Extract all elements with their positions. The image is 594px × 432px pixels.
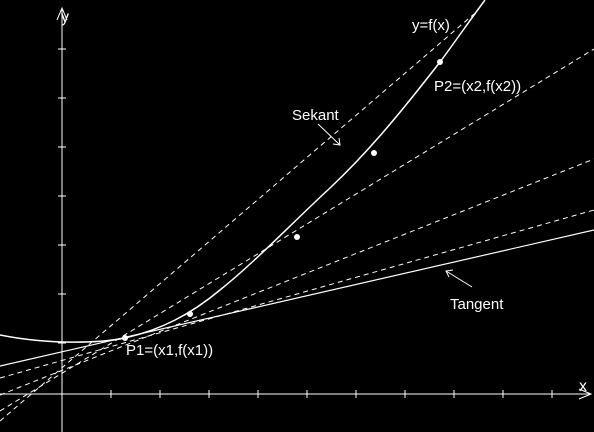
- tangent-pointer-arrowhead: [445, 269, 454, 278]
- tangent-line: [0, 229, 594, 367]
- point-p2-label: P2=(x2,f(x2)): [434, 78, 521, 95]
- intermediate-point: [294, 234, 300, 240]
- x-axis: [0, 388, 593, 400]
- point-p2: [437, 59, 443, 65]
- secant-lines: [0, 13, 594, 422]
- y-axis-arrow: [56, 6, 68, 21]
- secant-line-2: [0, 158, 594, 396]
- secant-pointer-arrow: [317, 123, 341, 146]
- secant-pointer-arrowhead: [332, 137, 341, 146]
- x-axis-arrow: [578, 388, 593, 400]
- secant-label: Sekant: [292, 107, 340, 124]
- tangent-pointer-arrow: [445, 270, 473, 288]
- tangent-label: Tangent: [450, 296, 504, 313]
- point-p1-label: P1=(x1,f(x1)): [126, 342, 213, 359]
- label-arrows: [317, 123, 473, 288]
- x-axis-label: x: [579, 378, 587, 395]
- curve-label: y=f(x): [412, 17, 450, 34]
- secant-line-1: [0, 209, 594, 379]
- point-p1: [122, 335, 128, 341]
- y-axis: [56, 6, 68, 432]
- y-axis-label: y: [61, 9, 69, 26]
- intermediate-point: [187, 311, 193, 317]
- intermediate-point: [371, 150, 377, 156]
- secant-line-3: [0, 48, 594, 412]
- curve-points: [122, 59, 443, 341]
